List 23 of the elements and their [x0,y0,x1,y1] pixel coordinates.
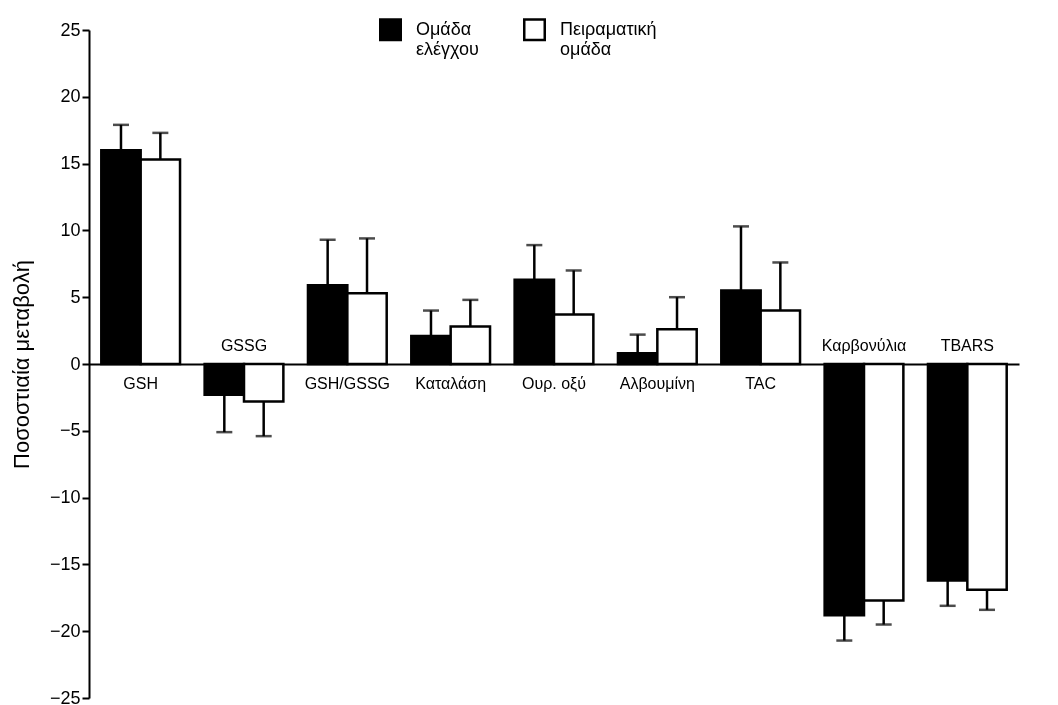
y-tick-label: −10 [49,487,81,508]
y-tick-label: 0 [70,353,81,374]
legend-label: Πειραματική ομάδα [560,18,657,59]
y-tick-label: 25 [60,19,81,40]
y-tick-label: −20 [49,620,81,641]
y-axis-title: Ποσοστιαία μεταβολή [8,260,34,469]
y-tick-label: 5 [70,286,81,307]
x-tick-label: TBARS [940,337,995,354]
y-tick-label: 20 [60,86,81,107]
x-tick-label: GSH/GSSG [304,375,391,392]
x-tick-label: Αλβουμίνη [619,375,695,392]
legend-label: Ομάδα ελέγχου [416,18,479,59]
y-tick-label: 10 [60,219,81,240]
y-tick-label: −25 [49,687,81,705]
x-tick-label: Ουρ. οξύ [522,375,586,393]
x-tick-label: GSH [123,375,158,392]
y-tick-label: 15 [60,153,81,174]
y-tick-label: −15 [49,553,81,574]
x-tick-label: Καταλάση [415,375,487,392]
y-tick-label: −5 [59,420,81,441]
x-tick-label: Καρβονύλια [821,337,907,354]
x-tick-label: GSSG [220,337,268,354]
x-tick-label: TAC [745,375,777,392]
